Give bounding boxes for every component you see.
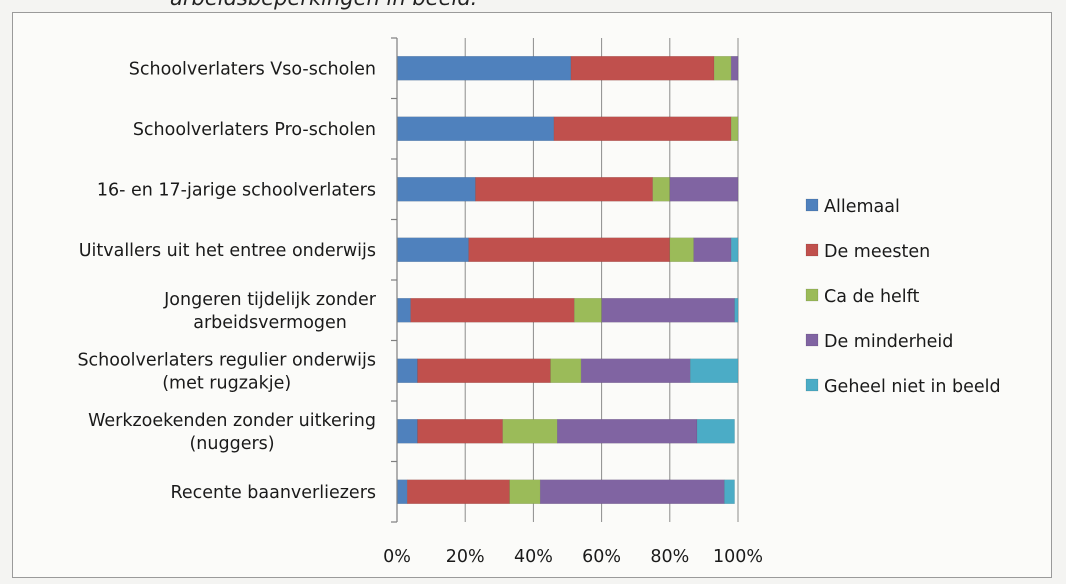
legend-label: Allemaal xyxy=(824,197,900,217)
legend-label: Geheel niet in beeld xyxy=(824,377,1001,397)
x-tick-label: 40% xyxy=(514,547,553,567)
category-label: (met rugzakje) xyxy=(162,373,291,393)
legend: Allemaal De meesten Ca de helft De minderhe… xyxy=(805,197,1001,397)
bar-segment: De meesten: 52 xyxy=(553,116,732,141)
bar-segment: Allemaal: 4 xyxy=(396,298,411,323)
bar-segment: Ca de helft: 7 xyxy=(669,237,694,262)
bar-segment: Allemaal: 46 xyxy=(396,116,555,141)
category-label: arbeidsvermogen xyxy=(193,313,347,333)
bar-segment: Ca de helft: 5 xyxy=(652,177,671,202)
bar-segment: Geheel niet in beeld: 1 xyxy=(734,298,739,323)
bar-segment: Allemaal: 21 xyxy=(396,237,469,262)
x-tick-labels: 0% 20% 40% 60% 80% 100% xyxy=(383,547,763,567)
category-label: (nuggers) xyxy=(189,434,274,454)
bar-segment: Allemaal: 6 xyxy=(396,419,418,444)
bar-segment: De minderheid: 54 xyxy=(539,479,725,504)
bar-segment: De minderheid: 20 xyxy=(669,177,739,202)
bar-segment: Ca de helft: 5 xyxy=(713,56,732,81)
category-label: Recente baanverliezers xyxy=(170,483,376,503)
bar-segment: De minderheid: 2 xyxy=(730,56,739,81)
category-labels: Schoolverlaters Vso-scholen Schoolverlate… xyxy=(77,59,376,503)
legend-swatch xyxy=(805,378,819,392)
bar-segment: De minderheid: 41 xyxy=(557,419,698,444)
bar-segment: De meesten: 39 xyxy=(417,358,551,383)
bar-segment: De meesten: 59 xyxy=(468,237,671,262)
category-label: 16- en 17-jarige schoolverlaters xyxy=(97,180,376,200)
legend-label: De meesten xyxy=(824,242,930,262)
legend-label: Ca de helft xyxy=(824,287,920,307)
legend-label: De minderheid xyxy=(824,332,953,352)
bar-segment: Ca de helft: 16 xyxy=(502,419,558,444)
x-tick-label: 0% xyxy=(383,547,411,567)
legend-swatch xyxy=(805,243,819,257)
bar-segment: De meesten: 25 xyxy=(417,419,503,444)
bar-segment: Allemaal: 51 xyxy=(396,56,572,81)
bar-segment: Allemaal: 23 xyxy=(396,177,476,202)
axes xyxy=(391,37,398,523)
bar-segment: Geheel niet in beeld: 2 xyxy=(730,237,739,262)
bars: Allemaal: 51De meesten: 42Ca de helft: 5… xyxy=(396,56,739,504)
bar-segment: De meesten: 42 xyxy=(570,56,715,81)
chart-caption-fragment: arbeidsbeperkingen in beeld. xyxy=(170,0,477,10)
bar-segment: De meesten: 30 xyxy=(406,479,510,504)
bar-segment: Ca de helft: 9 xyxy=(509,479,541,504)
category-label: Uitvallers uit het entree onderwijs xyxy=(79,241,376,261)
category-label: Werkzoekenden zonder uitkering xyxy=(88,411,376,431)
x-tick-label: 60% xyxy=(582,547,621,567)
bar-segment: De minderheid: 32 xyxy=(580,358,691,383)
bar-segment: Ca de helft: 2 xyxy=(730,116,739,141)
legend-swatch xyxy=(805,333,819,347)
bar-segment: Geheel niet in beeld: 3 xyxy=(724,479,735,504)
bar-segment: Geheel niet in beeld: 11 xyxy=(696,419,735,444)
gridlines xyxy=(464,38,739,522)
x-tick-label: 20% xyxy=(446,547,485,567)
legend-swatch xyxy=(805,288,819,302)
category-label: Schoolverlaters Vso-scholen xyxy=(129,59,376,79)
x-tick-label: 80% xyxy=(650,547,689,567)
category-label: Schoolverlaters Pro-scholen xyxy=(133,120,376,140)
bar-segment: Allemaal: 6 xyxy=(396,358,418,383)
bar-segment: Allemaal: 3 xyxy=(396,479,408,504)
legend-swatch xyxy=(805,198,819,212)
bar-segment: De minderheid: 11 xyxy=(693,237,732,262)
bar-segment: De minderheid: 39 xyxy=(601,298,735,323)
bar-segment: De meesten: 52 xyxy=(475,177,653,202)
bar-segment: Ca de helft: 9 xyxy=(550,358,582,383)
category-label: Jongeren tijdelijk zonder xyxy=(163,290,377,310)
bar-segment: Ca de helft: 8 xyxy=(574,298,602,323)
x-tick-label: 100% xyxy=(713,547,763,567)
bar-segment: Geheel niet in beeld: 14 xyxy=(690,358,739,383)
bar-segment: De meesten: 48 xyxy=(410,298,575,323)
category-label: Schoolverlaters regulier onderwijs xyxy=(77,350,376,370)
